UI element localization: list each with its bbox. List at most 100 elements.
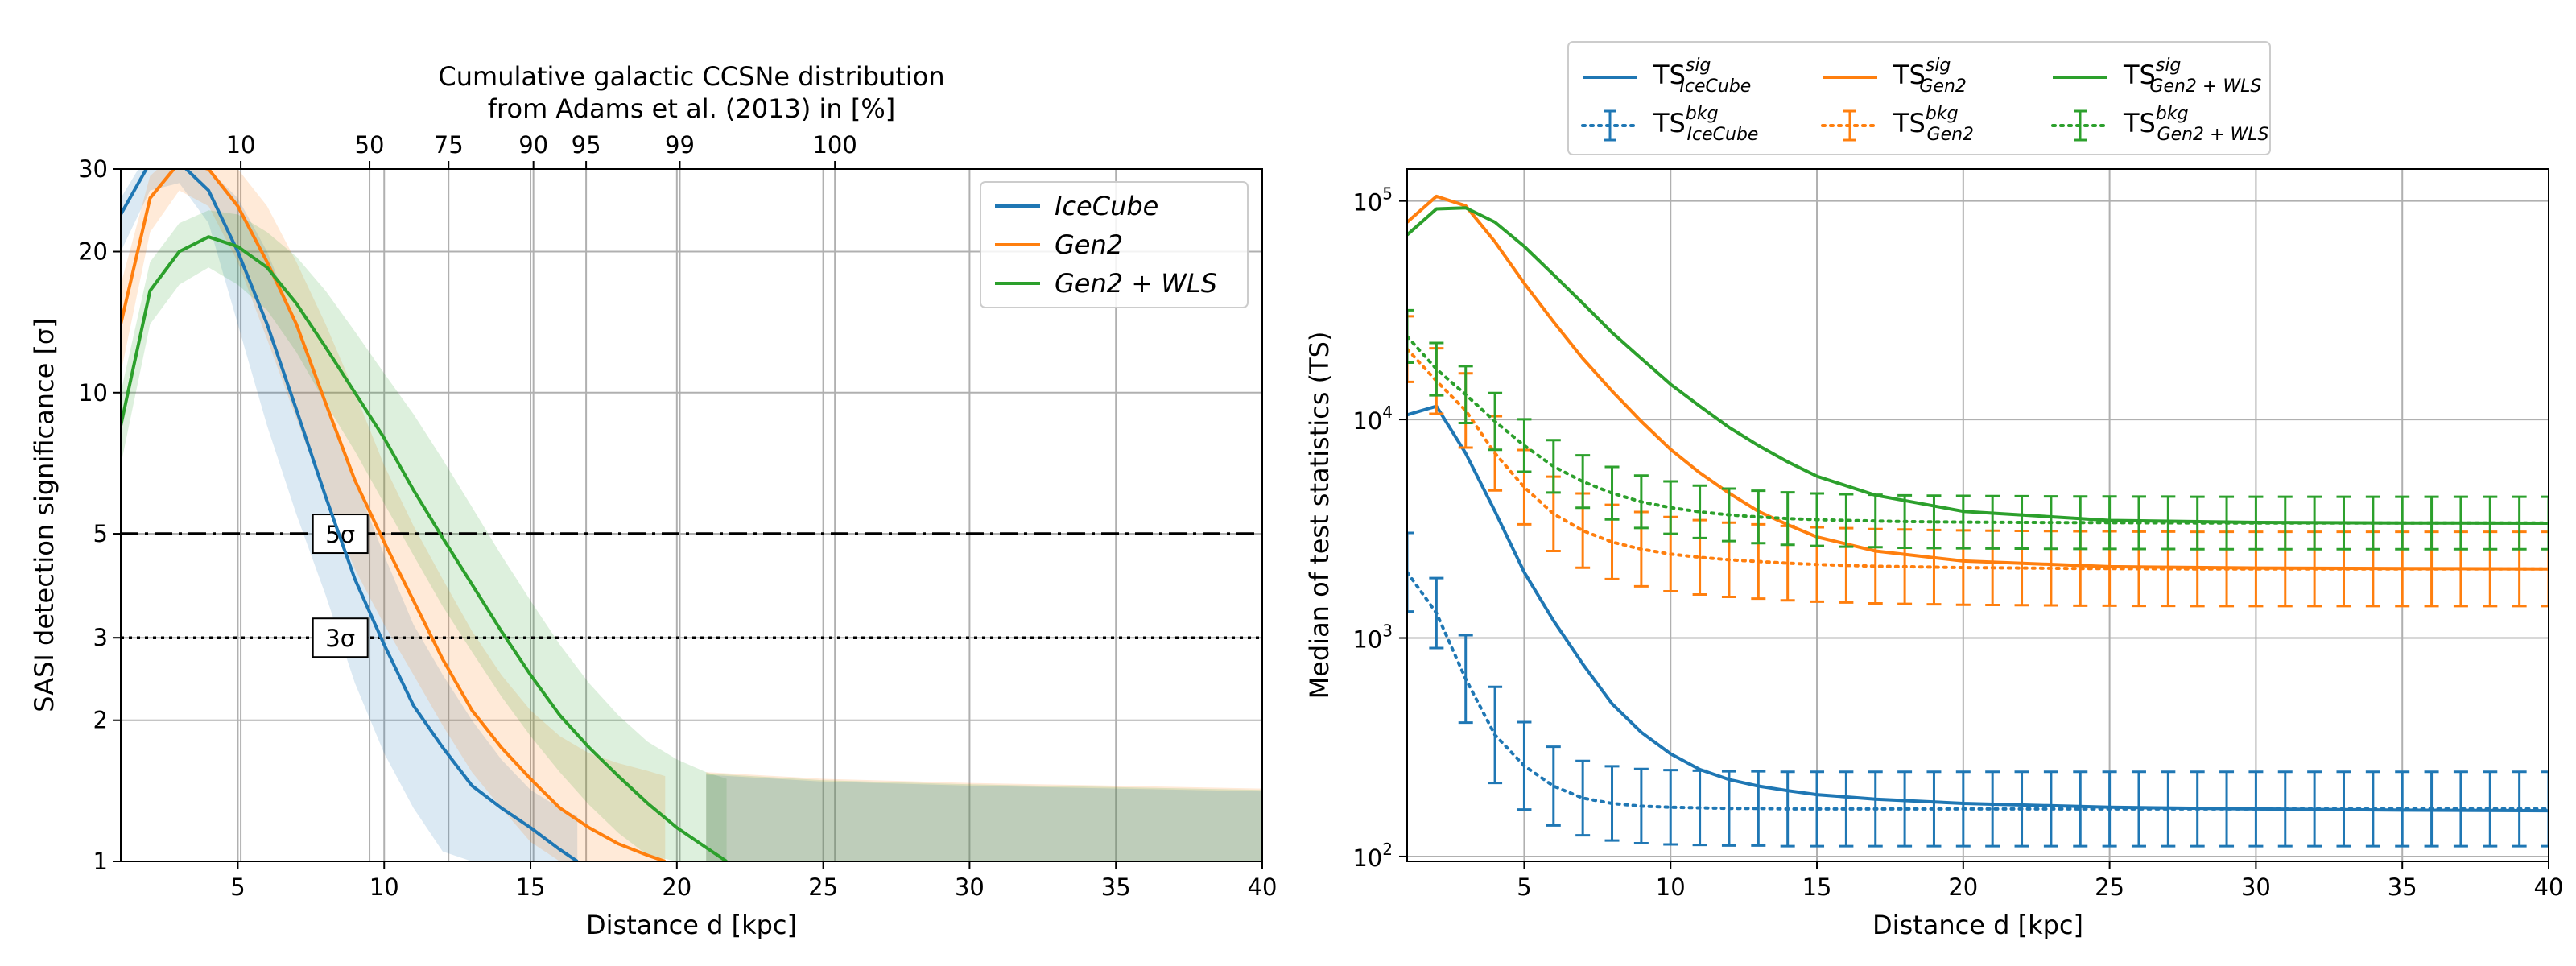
x-tick-label: 25 [2095, 873, 2124, 901]
legend-label: TSsig Gen2 + WLS [2123, 56, 2261, 97]
line-gen2-wls [121, 235, 728, 861]
top-tick-label: 100 [812, 131, 857, 159]
y-tick-label: 3 [93, 624, 108, 651]
sig-line-gen2-wls-sig [1407, 206, 2549, 525]
right-lines [1407, 194, 2549, 813]
legend-sub: Gen2 + WLS [2149, 76, 2261, 97]
y-tick-exp: 5 [1382, 184, 1393, 204]
legend-label: Gen2 + WLS [1055, 268, 1217, 299]
y-tick-label: 102 [1352, 840, 1393, 872]
band-gen2-wls [121, 210, 727, 861]
top-tick-label: 10 [226, 131, 256, 159]
y-tick-label: 104 [1352, 402, 1393, 435]
legend-label: TSbkg IceCube [1653, 104, 1758, 145]
sig-line-icecube-sig [1407, 404, 2549, 813]
y-tick-base: 10 [1352, 189, 1382, 217]
top-tick-label: 99 [665, 131, 695, 159]
legend-sub: Gen2 [1919, 76, 1967, 97]
legend-label: Gen2 [1055, 229, 1123, 260]
y-tick-label: 1 [93, 848, 108, 875]
top-tick-label: 95 [572, 131, 601, 159]
legend-sub: IceCube [1679, 76, 1751, 97]
left-y-axis-label: SASI detection significance [σ] [29, 318, 60, 712]
right-x-ticks: 5 10 15 20 25 30 35 40 [1517, 861, 2563, 901]
y-tick-label: 103 [1352, 621, 1393, 654]
bkg-line-icecube-bkg [1407, 570, 2549, 811]
legend-base: TS [1893, 60, 1926, 90]
left-plot-frame [120, 168, 1263, 862]
x-tick-label: 5 [1517, 873, 1531, 901]
left-x-ticks: 5 10 15 20 25 30 35 40 [230, 861, 1277, 901]
legend-label: TSbkg Gen2 [1893, 104, 1974, 145]
left-x-axis-label: Distance d [kpc] [586, 910, 797, 940]
right-y-axis-label: Median of test statistics (TS) [1304, 332, 1335, 700]
line-icecube [121, 169, 579, 861]
left-lines [121, 169, 728, 861]
legend-sup: bkg [1686, 104, 1719, 124]
legend-sub: IceCube [1687, 125, 1759, 145]
x-tick-label: 30 [2241, 873, 2271, 901]
left-top-title-line1: Cumulative galactic CCSNe distribution [438, 61, 944, 92]
bkg-line-gen2-wls-bkg [1407, 334, 2549, 525]
left-top-title-line2: from Adams et al. (2013) in [%] [488, 93, 895, 124]
x-tick-label: 30 [955, 873, 985, 901]
line-gen2 [121, 169, 666, 861]
legend-sup: sig [1686, 56, 1711, 76]
left-legend: IceCube Gen2 Gen2 + WLS [980, 181, 1249, 308]
left-bands [121, 169, 1262, 861]
left-legend-box [980, 181, 1249, 308]
legend-sub: Gen2 [1927, 125, 1975, 145]
x-tick-label: 20 [1948, 873, 1978, 901]
right-plot-frame [1406, 168, 2549, 862]
legend-base: TS [1893, 108, 1926, 138]
right-legend: TSsig IceCube TSsig Gen2 TSsig Gen2 + WLSTSbk… [1567, 41, 2271, 155]
top-tick-label: 75 [434, 131, 464, 159]
legend-base: TS [2123, 60, 2156, 90]
bkg-line-gen2-bkg [1407, 347, 2549, 571]
legend-label: IceCube [1055, 191, 1158, 221]
x-tick-label: 35 [2388, 873, 2417, 901]
right-x-axis-label: Distance d [kpc] [1872, 910, 2083, 940]
y-tick-exp: 2 [1382, 840, 1393, 859]
y-tick-base: 10 [1352, 844, 1382, 872]
sig-line-gen2-sig [1407, 194, 2549, 571]
legend-base: TS [1653, 108, 1686, 138]
band-plateau [706, 772, 1262, 861]
x-tick-label: 35 [1101, 873, 1131, 901]
x-tick-label: 15 [516, 873, 546, 901]
left-y-ticks: 1 2 3 5 10 20 30 [78, 155, 121, 875]
right-bkg-series [1407, 308, 2549, 848]
top-tick-label: 90 [518, 131, 548, 159]
band-plateau [706, 774, 1262, 861]
y-tick-base: 10 [1352, 626, 1382, 654]
legend-sup: bkg [2156, 104, 2189, 124]
legend-label: TSsig Gen2 [1893, 56, 1967, 97]
threshold-label-box [312, 617, 369, 658]
legend-sup: sig [1926, 56, 1951, 76]
left-top-ticks: 10 50 75 90 95 99 100 [226, 131, 857, 169]
x-tick-label: 15 [1802, 873, 1832, 901]
legend-label: TSbkg Gen2 + WLS [2123, 104, 2268, 145]
threshold-label: 3σ [325, 625, 355, 652]
band-plateau [706, 773, 1262, 861]
y-tick-label: 10 [78, 379, 108, 407]
x-tick-label: 10 [369, 873, 399, 901]
legend-base: TS [1653, 60, 1686, 90]
legend-sup: bkg [1926, 104, 1959, 124]
y-tick-base: 10 [1352, 407, 1382, 435]
x-tick-label: 25 [808, 873, 838, 901]
right-grid [1407, 169, 2549, 861]
x-tick-label: 40 [2534, 873, 2564, 901]
top-tick-label: 50 [355, 131, 385, 159]
legend-sub: Gen2 + WLS [2157, 125, 2269, 145]
legend-label: TSsig IceCube [1653, 56, 1751, 97]
legend-sup: sig [2156, 56, 2182, 76]
x-tick-label: 20 [662, 873, 691, 901]
x-tick-label: 10 [1656, 873, 1686, 901]
y-tick-label: 30 [78, 155, 108, 183]
legend-base: TS [2123, 108, 2156, 138]
